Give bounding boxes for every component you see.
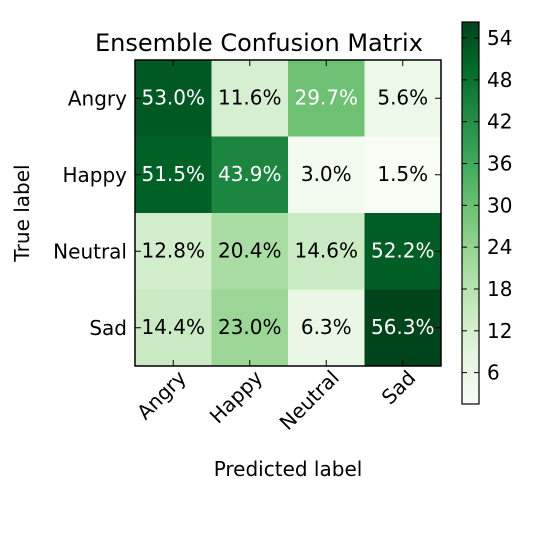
cell-label: 43.9% <box>218 162 282 186</box>
heatmap-cell <box>135 213 212 290</box>
axis-ticks <box>135 60 441 366</box>
y-tick-labels: Angry Happy Neutral Sad <box>53 86 127 340</box>
colorbar-tick-label: 36 <box>487 152 512 176</box>
colorbar-tick-label: 24 <box>487 235 512 259</box>
heatmap-cell <box>288 136 365 214</box>
cell-label: 23.0% <box>218 315 282 339</box>
cell-label: 5.6% <box>377 85 428 109</box>
y-axis-label: True label <box>10 164 34 262</box>
heatmap-cell <box>135 60 212 137</box>
colorbar-tick-label: 54 <box>487 26 512 50</box>
heatmap-cell <box>288 213 365 290</box>
colorbar-tick-label: 6 <box>487 361 500 385</box>
heatmap-cell <box>288 60 365 137</box>
x-tick-label: Neutral <box>275 366 344 435</box>
heatmap-cell <box>135 289 212 367</box>
cell-label: 3.0% <box>301 162 352 186</box>
cell-label: 14.4% <box>141 315 205 339</box>
colorbar-ticks: 6 12 18 24 30 36 42 48 54 <box>462 26 512 385</box>
cell-label: 56.3% <box>371 315 435 339</box>
heatmap-cell <box>211 289 289 367</box>
x-tick-label: Happy <box>205 365 268 428</box>
cell-label: 11.6% <box>218 85 282 109</box>
colorbar-tick-label: 30 <box>487 193 512 217</box>
cell-label: 12.8% <box>141 238 205 262</box>
cell-label: 52.2% <box>371 238 435 262</box>
cell-label: 14.6% <box>294 238 358 262</box>
heatmap-cell <box>288 289 365 367</box>
heatmap-cell <box>364 60 442 137</box>
colorbar-tick-label: 48 <box>487 68 512 92</box>
heatmap-cell <box>211 60 289 137</box>
y-tick-label: Angry <box>68 86 127 110</box>
heatmap-cell <box>364 136 442 214</box>
cell-label: 29.7% <box>294 85 358 109</box>
cell-labels: 53.0% 11.6% 29.7% 5.6% 51.5% 43.9% 3.0% 1.5% 12.… <box>141 85 434 339</box>
cell-label: 6.3% <box>301 315 352 339</box>
heatmap-cell <box>364 213 442 290</box>
colorbar <box>461 21 480 405</box>
y-tick-label: Neutral <box>53 239 127 263</box>
heatmap-cell <box>364 289 442 367</box>
x-tick-label: Angry <box>132 365 191 424</box>
y-tick-label: Happy <box>62 163 127 187</box>
cell-label: 53.0% <box>141 85 205 109</box>
heatmap-cell <box>211 136 289 214</box>
cell-label: 20.4% <box>218 238 282 262</box>
heatmap-cells <box>135 60 442 367</box>
colorbar-tick-label: 42 <box>487 110 512 134</box>
plot-frame <box>134 59 442 367</box>
y-tick-label: Sad <box>89 316 127 340</box>
x-tick-labels: Angry Happy Neutral Sad <box>132 365 420 434</box>
cell-label: 1.5% <box>377 162 428 186</box>
chart-title: Ensemble Confusion Matrix <box>95 29 423 57</box>
colorbar-tick-label: 12 <box>487 319 512 343</box>
heatmap-cell <box>135 136 212 214</box>
cell-label: 51.5% <box>141 162 205 186</box>
colorbar-tick-label: 18 <box>487 277 512 301</box>
x-tick-label: Sad <box>377 366 421 410</box>
x-axis-label: Predicted label <box>214 457 363 481</box>
heatmap-cell <box>211 213 289 290</box>
